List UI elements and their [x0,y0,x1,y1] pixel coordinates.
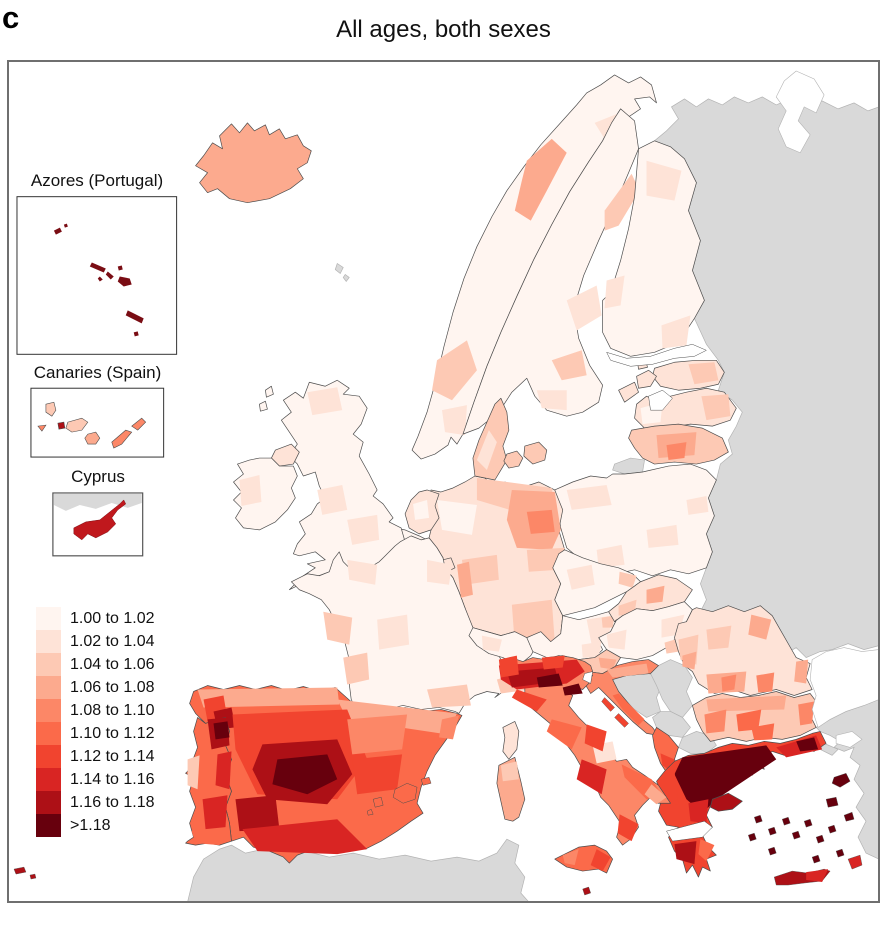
faroe-islands [334,262,350,283]
north-africa [187,838,530,902]
legend-swatch [36,630,61,653]
figure-title: All ages, both sexes [336,16,551,43]
cyprus-inset-label: Cyprus [71,467,125,486]
legend-label: 1.08 to 1.10 [70,702,155,719]
black-sea [809,647,879,728]
inset-cyprus [52,492,144,557]
legend-label: 1.16 to 1.18 [70,794,155,811]
map-frame: Azores (Portugal) Canaries (Spain) Cypru… [7,60,880,903]
gulf-of-finland [606,344,707,367]
country-iceland [195,122,312,204]
legend-swatch [36,722,61,745]
legend-row: 1.10 to 1.12 [36,722,155,745]
country-switzerland [468,627,538,666]
country-portugal [185,717,232,846]
country-denmark [472,397,548,481]
canaries-inset-label: Canaries (Spain) [33,363,162,382]
madeira-islands [13,866,37,880]
fuerteventura [111,429,133,449]
legend-row: 1.12 to 1.14 [36,745,155,768]
legend-swatch [36,791,61,814]
country-united-kingdom [259,379,406,591]
country-czechia [552,549,641,617]
legend-row: >1.18 [36,814,155,837]
country-norway [411,74,657,460]
legend-label: 1.02 to 1.04 [70,633,155,650]
lanzarote [131,417,147,431]
legend-label: 1.14 to 1.16 [70,771,155,788]
map-border [8,61,879,902]
inset-canaries [30,387,165,458]
country-finland [602,140,705,357]
gran-canaria [84,431,101,445]
country-croatia [584,659,659,736]
turkey-gelibolu [819,742,839,756]
data-lands [13,74,863,896]
turkey-coast [53,493,142,511]
legend-swatch [36,745,61,768]
gulf-of-corinth [666,820,713,842]
legend-swatch [36,768,61,791]
legend-row: 1.06 to 1.08 [36,676,155,699]
country-sweden [462,108,640,435]
inset-azores [16,196,178,355]
legend-swatch [36,653,61,676]
country-greece [656,731,827,878]
legend-label: >1.18 [70,817,111,834]
white-sea [775,70,825,154]
legend-row: 1.04 to 1.06 [36,653,155,676]
legend: 1.00 to 1.02 1.02 to 1.04 1.04 to 1.06 1.06… [36,607,155,837]
legend-swatch [36,699,61,722]
azores-inset-label: Azores (Portugal) [30,171,164,190]
country-spain [189,685,463,864]
legend-row: 1.00 to 1.02 [36,607,155,630]
sea-of-marmara [835,731,863,748]
country-austria [526,611,617,660]
country-bulgaria [692,691,817,742]
country-latvia [634,387,737,431]
country-germany [426,475,566,645]
country-lithuania [628,423,729,465]
country-ireland [233,457,298,531]
country-netherlands [404,489,440,535]
legend-label: 1.04 to 1.06 [70,656,155,673]
europe-choropleth-map [8,61,879,902]
country-estonia [636,359,725,391]
legend-row: 1.02 to 1.04 [36,630,155,653]
country-serbia [650,659,693,718]
legend-swatch [36,607,61,630]
country-france [291,535,531,760]
el-hierro [37,424,47,432]
sea-overlays [582,70,879,842]
legend-label: 1.06 to 1.08 [70,679,155,696]
tenerife [65,417,89,433]
legend-swatch [36,676,61,699]
legend-label: 1.10 to 1.12 [70,725,155,742]
country-romania [674,605,813,696]
legend-label: 1.00 to 1.02 [70,610,155,627]
legend-swatch [36,814,61,837]
balearic-islands [366,777,432,816]
la-gomera [57,421,66,430]
legend-row: 1.14 to 1.16 [36,768,155,791]
italian-islands [496,756,613,896]
gulf-of-trieste [582,671,593,684]
cyprus-island [73,499,127,541]
legend-row: 1.16 to 1.18 [36,791,155,814]
country-poland [554,463,717,577]
legend-label: 1.12 to 1.14 [70,748,155,765]
panel-letter: c [2,0,20,35]
gulf-of-riga [648,389,673,411]
greek-islands [748,773,863,886]
country-italy [498,655,671,846]
legend-row: 1.08 to 1.10 [36,699,155,722]
la-palma [45,401,57,417]
